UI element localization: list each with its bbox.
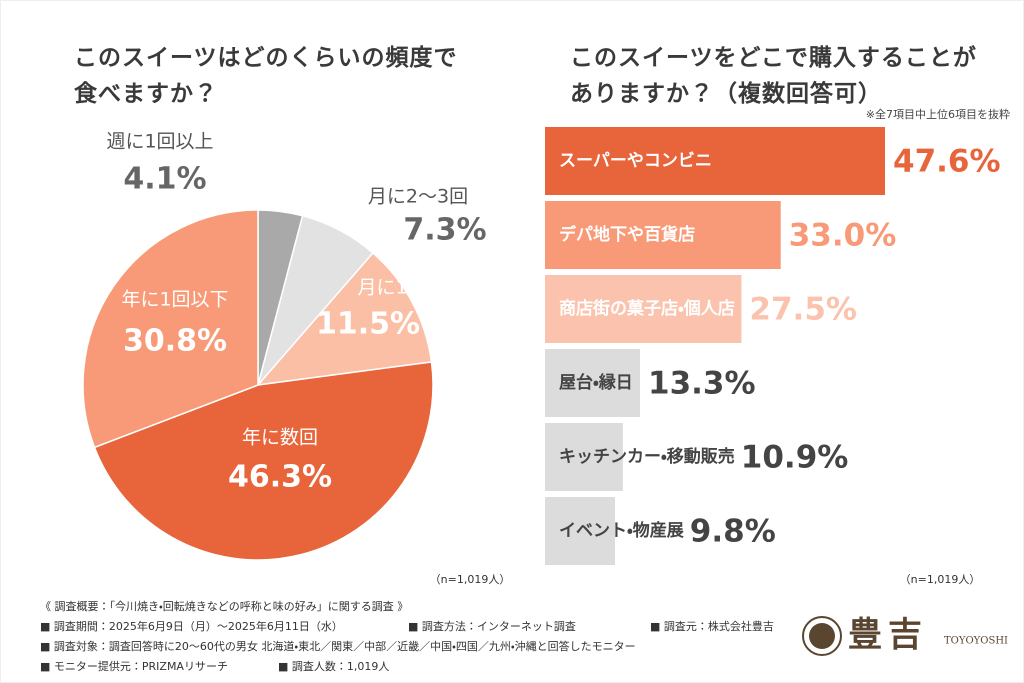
bar-title: このスイーツをどこで購入することがありますか？（複数回答可）: [570, 45, 977, 107]
logo-seal-inner: [809, 623, 835, 649]
logo-romaji: TOYOYOSHI: [944, 636, 1008, 647]
footer-text: ■ 調査方法：インターネット調査: [408, 619, 576, 633]
slice-label: 月に1回: [357, 277, 426, 299]
footer-text: ■ 調査元：株式会社豊吉: [650, 619, 774, 633]
pie-slice: [256, 251, 433, 387]
bar: [545, 275, 742, 343]
footer-text: 《 調査概要：「今川焼き・回転焼きなどの呼称と味の好み」に関する調査 》: [40, 599, 408, 613]
bar-label: スーパーやコンビニ: [559, 151, 712, 171]
bar-label: デパ地下や百貨店: [559, 224, 695, 245]
footer-text: ■ 調査人数：1,019人: [278, 659, 389, 673]
bar-label: 屋台・縁日: [559, 372, 633, 393]
logo-seal: [802, 616, 842, 656]
slice-label: 週に1回以上: [106, 131, 213, 153]
bar-value: 13.3%: [648, 366, 756, 402]
slice-label: 年に1回以下: [121, 289, 228, 311]
bar: [545, 127, 885, 195]
pie-slice: [93, 361, 434, 561]
slice-value: 7.3%: [403, 213, 486, 248]
footer-text: ■ 調査期間：2025年6月9日（月）〜2025年6月11日（水）: [40, 619, 343, 633]
logo-name: 豊吉: [848, 615, 928, 655]
bar-value: 10.9%: [741, 440, 849, 476]
slice-value: 46.3%: [228, 460, 332, 495]
slice-label: 年に数回: [242, 427, 318, 449]
slice-value: 30.8%: [123, 324, 227, 359]
bar-value: 33.0%: [789, 218, 897, 254]
sample-note: （n=1,019人）: [900, 573, 981, 586]
bar: [545, 201, 781, 269]
bar: [545, 497, 615, 565]
bar-value: 9.8%: [690, 514, 776, 550]
pie-slice: [82, 209, 259, 449]
bar-label: イベント・物産展: [559, 520, 684, 541]
bar-subtitle: ※全7項目中上位6項目を抜粋: [866, 107, 1010, 121]
bar-label: キッチンカー・移動販売: [559, 446, 735, 467]
bar-value: 27.5%: [749, 292, 857, 328]
slice-value: 4.1%: [123, 162, 206, 197]
slice-label: 月に2〜3回: [368, 186, 468, 208]
pie-title: このスイーツはどのくらいの頻度で食べますか？: [74, 45, 458, 107]
bar-value: 47.6%: [893, 144, 1001, 180]
bar: [545, 423, 623, 491]
footer-text: ■ モニター提供元：PRIZMAリサーチ: [40, 659, 228, 673]
bar-label: 商店街の菓子店・個人店: [559, 298, 735, 319]
footer-text: ■ 調査対象：調査回答時に20〜60代の男女 北海道・東北／関東／中部／近畿／中…: [40, 639, 636, 653]
slice-value: 11.5%: [316, 307, 420, 342]
sample-note: （n=1,019人）: [430, 573, 511, 586]
bar: [545, 349, 640, 417]
